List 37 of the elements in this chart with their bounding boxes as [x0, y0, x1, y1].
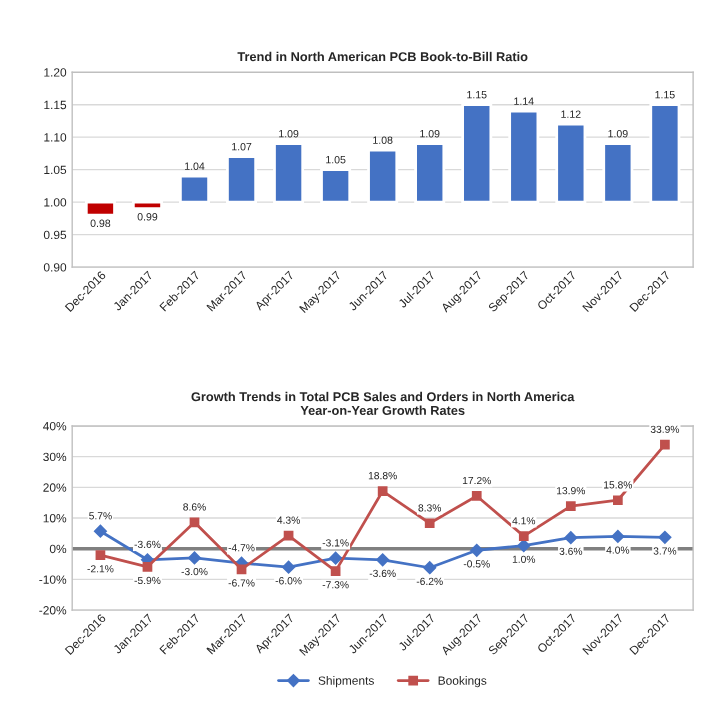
point [94, 524, 107, 538]
bar [649, 103, 681, 204]
point [377, 486, 388, 496]
bar [131, 200, 163, 211]
point [470, 543, 484, 557]
point [188, 551, 201, 565]
point [424, 518, 435, 529]
bar [508, 109, 540, 204]
point [658, 531, 672, 544]
bar [84, 200, 116, 217]
point [330, 566, 341, 576]
point [660, 439, 670, 450]
point [236, 564, 247, 575]
bar [320, 168, 352, 204]
bar [367, 148, 399, 204]
bar [414, 142, 446, 204]
point [329, 551, 342, 565]
point [376, 553, 389, 567]
point [423, 561, 436, 575]
bar [461, 103, 493, 204]
point [189, 517, 200, 528]
point [142, 561, 153, 572]
point [565, 501, 576, 511]
point [564, 531, 578, 544]
bar [273, 142, 305, 204]
bar [179, 174, 210, 204]
point [283, 530, 294, 541]
point [517, 539, 531, 552]
bar [555, 122, 587, 204]
point [613, 495, 623, 506]
bar [602, 142, 634, 204]
point [95, 550, 106, 561]
point [471, 491, 482, 501]
point [282, 560, 295, 574]
bar [226, 155, 258, 204]
point [611, 530, 625, 543]
point [518, 531, 529, 541]
